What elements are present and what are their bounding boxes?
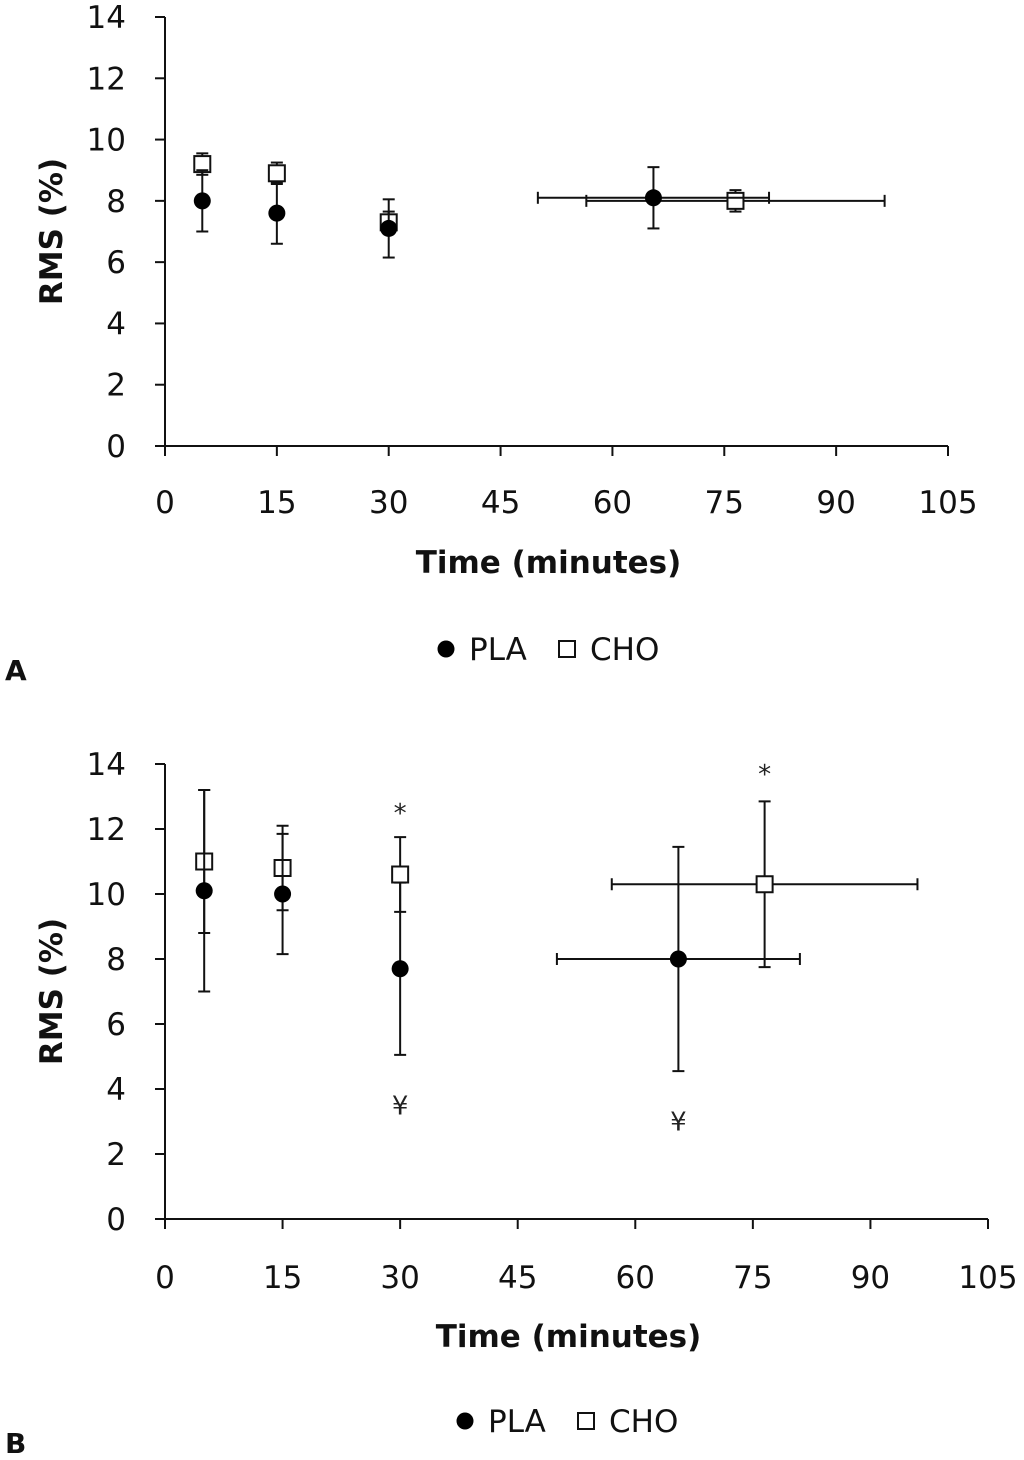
pla-marker (195, 882, 213, 900)
significance-yen: ¥ (392, 1091, 409, 1121)
y-tick-label: 4 (106, 1072, 126, 1108)
legend-cho-marker (577, 1412, 595, 1430)
legend-cho-label: CHO (609, 1404, 678, 1440)
y-tick-label: 2 (106, 1137, 126, 1173)
x-tick-label: 90 (851, 1260, 890, 1296)
y-tick-label: 12 (87, 61, 126, 97)
y-axis-title: RMS (%) (34, 918, 70, 1065)
x-tick-label: 0 (155, 1260, 175, 1296)
legend-pla-marker (437, 640, 455, 658)
y-tick-label: 10 (87, 877, 126, 913)
legend: PLA CHO (437, 632, 659, 668)
x-axis-title: Time (minutes) (436, 1319, 702, 1355)
x-tick-label: 0 (155, 485, 175, 521)
y-tick-label: 6 (106, 245, 126, 281)
legend-cho-label: CHO (590, 632, 659, 668)
y-tick-label: 8 (106, 184, 126, 220)
x-tick-label: 15 (257, 485, 296, 521)
cho-marker (755, 875, 774, 894)
x-axis-title: Time (minutes) (416, 545, 682, 581)
cho-marker (267, 164, 286, 183)
pla-marker (274, 885, 292, 903)
x-tick-label: 75 (733, 1260, 772, 1296)
y-tick-label: 12 (87, 812, 126, 848)
legend-pla-marker (456, 1412, 474, 1430)
panel-label: A (5, 654, 27, 687)
x-tick-label: 90 (816, 485, 855, 521)
x-tick-label: 15 (263, 1260, 302, 1296)
pla-marker (193, 192, 211, 210)
legend-pla-label: PLA (469, 632, 527, 668)
pla-point (195, 789, 213, 993)
pla-point (193, 169, 211, 233)
y-tick-label: 0 (106, 1202, 126, 1238)
legend-cho-marker (558, 640, 576, 658)
pla-point (380, 198, 398, 259)
significance-asterisk: * (394, 799, 407, 829)
x-tick-label: 75 (705, 485, 744, 521)
x-tick-label: 60 (616, 1260, 655, 1296)
pla-point (536, 166, 771, 230)
y-tick-label: 2 (106, 368, 126, 404)
y-tick-label: 4 (106, 306, 126, 342)
cho-point (585, 189, 886, 213)
x-tick-label: 30 (369, 485, 408, 521)
y-axis-title: RMS (%) (34, 158, 70, 305)
y-tick-label: 8 (106, 942, 126, 978)
pla-marker (669, 950, 687, 968)
cho-point (267, 161, 286, 186)
y-tick-label: 14 (87, 747, 126, 783)
pla-point (274, 832, 292, 956)
pla-point (391, 881, 409, 1056)
x-tick-label: 45 (481, 485, 520, 521)
legend-pla-label: PLA (488, 1404, 546, 1440)
x-tick-label: 30 (380, 1260, 419, 1296)
pla-marker (391, 960, 409, 978)
y-tick-label: 10 (87, 123, 126, 159)
x-tick-label: 105 (918, 485, 977, 521)
cho-marker (726, 191, 745, 210)
x-tick-label: 60 (593, 485, 632, 521)
pla-marker (644, 189, 662, 207)
y-tick-label: 6 (106, 1007, 126, 1043)
panel-b-chart: 0 2 4 6 8 10 12 14 0 15 30 45 60 75 90 105 Time (minutes… (5, 747, 1018, 1460)
cho-marker (391, 865, 410, 884)
legend: PLA CHO (456, 1404, 678, 1440)
pla-marker (380, 219, 398, 237)
panel-a-chart: 0 2 4 6 8 10 12 14 0 15 30 45 60 75 90 105 Time (minutes… (5, 0, 978, 687)
panel-label: B (5, 1427, 26, 1460)
significance-yen: ¥ (670, 1108, 687, 1138)
pla-marker (268, 204, 286, 222)
x-tick-label: 45 (498, 1260, 537, 1296)
y-tick-label: 14 (87, 0, 126, 36)
y-tick-label: 0 (106, 429, 126, 465)
cho-point (610, 800, 919, 969)
x-tick-label: 105 (958, 1260, 1017, 1296)
significance-asterisk: * (758, 760, 771, 790)
pla-point (555, 845, 801, 1073)
pla-point (268, 181, 286, 245)
